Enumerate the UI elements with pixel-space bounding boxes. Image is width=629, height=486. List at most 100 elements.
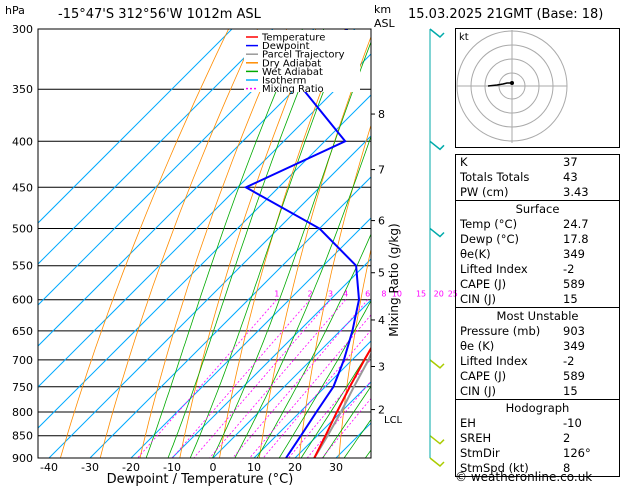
isotherm-line [38,29,274,265]
pressure-tick-label: 750 [12,381,33,394]
wind-barb [429,457,445,468]
most-unstable-key: Lifted Index [460,354,528,368]
pressure-tick-label: 850 [12,430,33,443]
plot-frame [37,28,372,459]
dry-adiabat-line [338,247,371,458]
most-unstable-row: CIN (J) 15 [456,384,619,399]
hodograph-title: Hodograph [456,399,619,416]
hodograph-unit-label: kt [459,32,469,43]
index-key: K [460,155,468,169]
mixing-ratio-label: 1 [274,290,279,299]
km-tick-label: 6 [378,215,385,228]
temperature-tick-label: 10 [247,461,261,474]
mixing-ratio-axis-label: Mixing Ratio (g/kg) [387,223,401,336]
most-unstable-title: Most Unstable [456,307,619,324]
dewpoint-profile [243,29,361,458]
surface-row: CAPE (J) 589 [456,277,619,292]
dry-adiabat-line [298,123,371,458]
most-unstable-row: Lifted Index -2 [456,354,619,369]
pressure-tick-label: 800 [12,406,33,419]
surface-row: Dewp (°C) 17.8 [456,232,619,247]
pressure-tick-label: 700 [12,354,33,367]
pressure-tick-label: 550 [12,260,33,273]
surface-value: 15 [563,292,578,306]
surface-key: Lifted Index [460,262,528,276]
hodograph-stat-row: SREH 2 [456,431,619,446]
dry-adiabat-line [219,29,346,458]
pressure-tick-label: 300 [12,23,33,36]
most-unstable-row: CAPE (J) 589 [456,369,619,384]
hodograph-stat-key: StmSpd (kt) [460,461,529,475]
storm-motion-marker [510,81,514,85]
hodograph-stat-row: EH -10 [456,416,619,431]
lcl-label: LCL [384,415,403,426]
surface-row: Temp (°C) 24.7 [456,217,619,232]
mixing-ratio-line [232,299,369,458]
isotherm-line [38,29,315,306]
most-unstable-row: Pressure (mb) 903 [456,324,619,339]
surface-value: 349 [563,247,585,261]
mixing-ratio-line [288,358,371,458]
most-unstable-value: 589 [563,369,585,383]
most-unstable-value: 903 [563,324,585,338]
legend-label: Dewpoint [262,41,310,52]
hodograph-stat-key: SREH [460,431,492,445]
most-unstable-key: CIN (J) [460,384,497,398]
index-row: Totals Totals 43 [456,170,619,185]
index-value: 3.43 [563,185,589,199]
legend-label: Dry Adiabat [262,58,321,69]
wet-adiabat-line [189,29,349,458]
wind-barb [429,359,445,369]
mixing-ratio-line [249,314,371,458]
legend-background [244,30,360,92]
most-unstable-value: 349 [563,339,585,353]
pressure-tick-label: 650 [12,325,33,338]
mixing-ratio-label: 2 [307,290,312,299]
surface-title: Surface [456,200,619,217]
mixing-ratio-label: 15 [416,290,426,299]
temperature-tick-label: 30 [329,461,343,474]
surface-row: CIN (J) 15 [456,292,619,307]
hodograph-stat-value: 8 [563,461,571,475]
wind-barb [429,435,445,445]
temperature-tick-label: -10 [163,461,181,474]
surface-key: Dewp (°C) [460,232,520,246]
x-axis-label: Dewpoint / Temperature (°C) [107,472,294,486]
index-value: 43 [563,170,578,184]
temperature-tick-label: 20 [288,461,302,474]
parcel-trajectory [313,351,371,458]
hodograph-stat-value: 2 [563,431,571,445]
isotherm-line [38,94,371,429]
mixing-ratio-line [193,299,331,458]
km-tick-label: 2 [378,404,385,417]
dry-adiabat-line [139,29,288,458]
hodograph: kt [455,28,620,148]
legend-label: Temperature [261,33,325,44]
most-unstable-value: -2 [563,354,575,368]
pressure-tick-label: 400 [12,135,33,148]
hodograph-stat-value: 126° [563,446,591,460]
legend-label: Wet Adiabat [262,67,323,78]
wet-adiabat-line [322,385,371,458]
mixing-ratio-label: 20 [434,290,444,299]
isotherm-line [212,299,371,458]
mixing-ratio-line [137,299,278,458]
surface-value: 17.8 [563,232,589,246]
mixing-ratio-label: 25 [448,290,458,299]
hodograph-stat-value: -10 [563,416,582,430]
hodograph-stat-key: EH [460,416,476,430]
surface-key: CAPE (J) [460,277,507,291]
index-row: K 37 [456,155,619,170]
pressure-tick-label: 500 [12,222,33,235]
index-key: PW (cm) [460,185,509,199]
temperature-tick-label: -30 [81,461,99,474]
wet-adiabat-line [145,29,303,458]
index-row: PW (cm) 3.43 [456,185,619,200]
isotherm-line [38,29,356,347]
isotherm-line [38,29,233,224]
most-unstable-key: CAPE (J) [460,369,507,383]
hodograph-stat-row: StmDir 126° [456,446,619,461]
temperature-profile [313,346,371,458]
temperature-tick-label: -20 [122,461,140,474]
p-unit-label: hPa [5,4,25,17]
